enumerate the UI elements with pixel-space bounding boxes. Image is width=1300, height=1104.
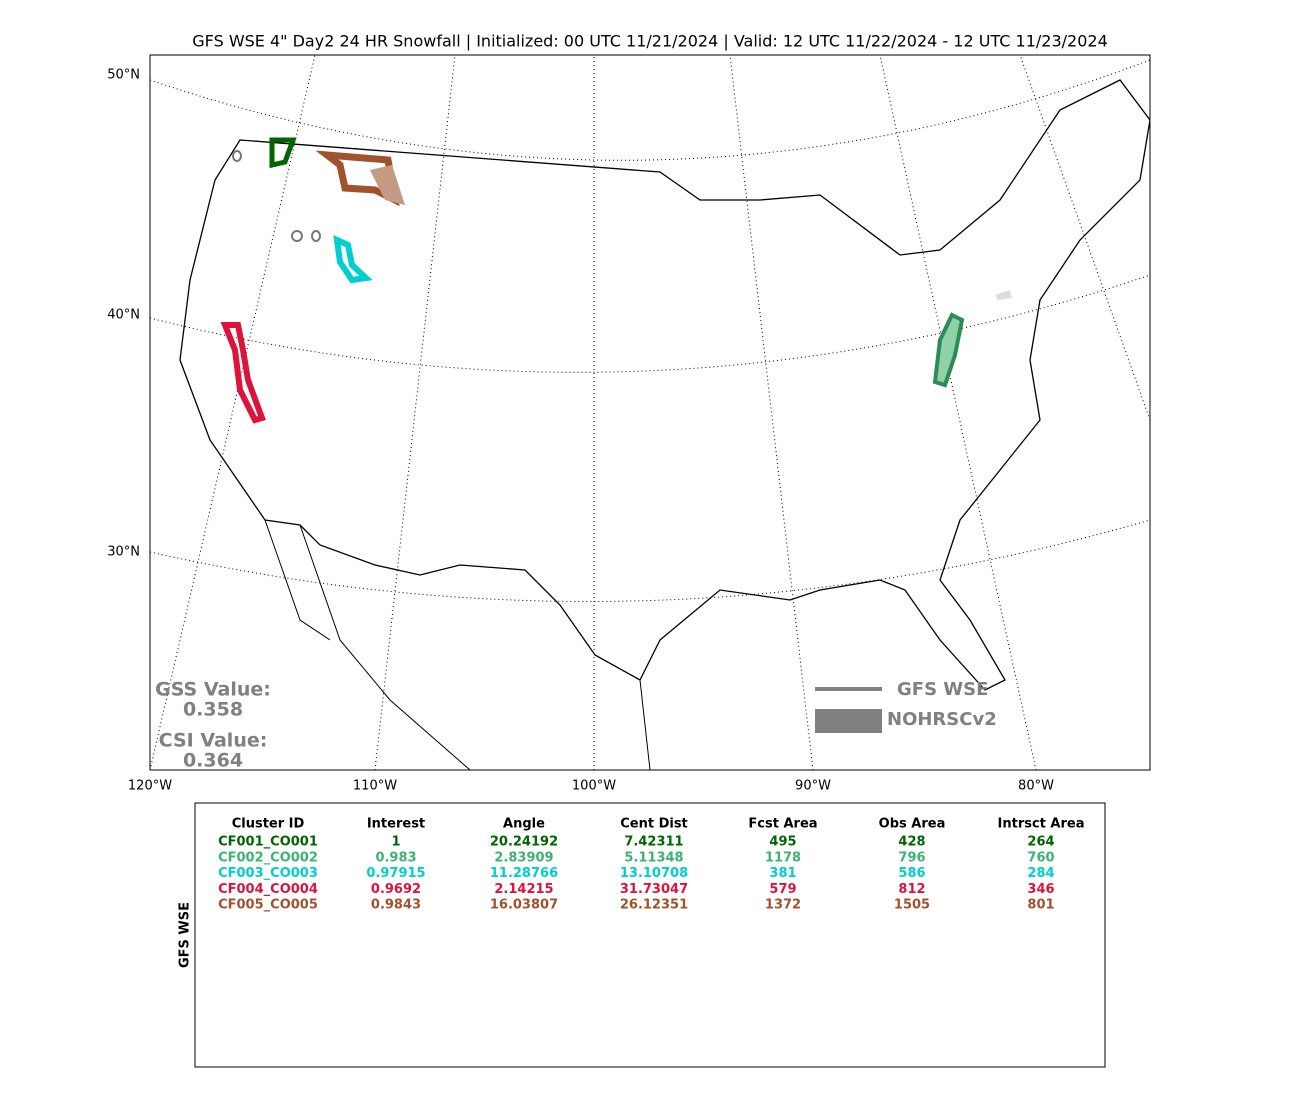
column-header: Obs Area: [879, 817, 946, 832]
cluster: [370, 165, 405, 205]
lon-label: 120°W: [128, 779, 172, 794]
table-cell: 20.24192: [490, 835, 558, 850]
map-frame: [149, 54, 1151, 771]
table-side-label: GFS WSE: [178, 902, 193, 968]
obs-area: [995, 290, 1012, 300]
us-outline: [179, 79, 1150, 691]
table-cell: 801: [1027, 898, 1054, 913]
obs-area: [311, 230, 321, 242]
table-cell: CF002_CO002: [218, 850, 318, 865]
table-cell: 31.73047: [620, 882, 688, 897]
table-cell: CF001_CO001: [218, 835, 318, 850]
table-cell: 428: [898, 835, 925, 850]
column-header: Fcst Area: [748, 817, 817, 832]
table-cell: 16.03807: [490, 898, 558, 913]
table-cell: 284: [1027, 866, 1054, 881]
csi-label: CSI Value:: [159, 730, 268, 752]
column-header: Angle: [503, 817, 545, 832]
table-cell: 26.12351: [620, 898, 688, 913]
lat-label: 40°N: [107, 308, 140, 323]
cluster: [333, 235, 373, 284]
csi-value: 0.364: [183, 750, 243, 772]
gss-value: 0.358: [183, 699, 243, 721]
title: GFS WSE 4" Day2 24 HR Snowfall | Initial…: [192, 32, 1108, 51]
table-cell: 495: [769, 835, 796, 850]
lon-label: 90°W: [795, 779, 831, 794]
legend-patch: [815, 709, 882, 733]
table-cell: 586: [898, 866, 925, 881]
table-cell: 7.42311: [624, 835, 683, 850]
lat-label: 50°N: [107, 68, 140, 83]
table-cell: 0.9692: [371, 882, 421, 897]
cluster: [932, 312, 965, 388]
table-frame: [194, 802, 1106, 1068]
legend-label: GFS WSE: [897, 679, 988, 700]
table-cell: CF004_CO004: [218, 882, 318, 897]
table-cell: 2.14215: [494, 882, 553, 897]
table-cell: 812: [898, 882, 925, 897]
legend-label: NOHRSCv2: [887, 709, 997, 730]
table-cell: 1: [391, 835, 400, 850]
table-cell: 11.28766: [490, 866, 558, 881]
table-cell: 1178: [765, 850, 801, 865]
column-header: Interest: [367, 817, 425, 832]
table-cell: 346: [1027, 882, 1054, 897]
lat-label: 30°N: [107, 545, 140, 560]
table-cell: 0.97915: [366, 866, 425, 881]
cluster: [269, 137, 297, 169]
cluster: [220, 322, 266, 424]
gss-label: GSS Value:: [155, 679, 271, 701]
table-cell: 0.9843: [371, 898, 421, 913]
table-cell: 579: [769, 882, 796, 897]
column-header: Cluster ID: [232, 817, 305, 832]
table-cell: 5.11348: [624, 850, 683, 865]
map: GSS Value: 0.358 CSI Value: 0.364 GFS WS…: [149, 54, 1151, 772]
lon-label: 110°W: [353, 779, 397, 794]
lon-label: 80°W: [1018, 779, 1054, 794]
table-cell: CF005_CO005: [218, 898, 318, 913]
parallel: [150, 519, 1150, 602]
table-cell: 1372: [765, 898, 801, 913]
table-cell: 2.83909: [494, 850, 553, 865]
table-cell: 13.10708: [620, 866, 688, 881]
column-header: Cent Dist: [620, 817, 688, 832]
table-cell: 264: [1027, 835, 1054, 850]
lon-label: 100°W: [572, 779, 616, 794]
table-cell: 381: [769, 866, 796, 881]
table-cell: CF003_CO003: [218, 866, 318, 881]
parallel: [150, 274, 1150, 373]
obs-area: [232, 150, 242, 162]
table-cell: 0.983: [375, 850, 416, 865]
table-cell: 1505: [894, 898, 930, 913]
parallel: [150, 59, 1150, 161]
cluster: [315, 150, 400, 207]
obs-area: [291, 230, 303, 242]
column-header: Intrsct Area: [998, 817, 1085, 832]
table-cell: 760: [1027, 850, 1054, 865]
table-cell: 796: [898, 850, 925, 865]
